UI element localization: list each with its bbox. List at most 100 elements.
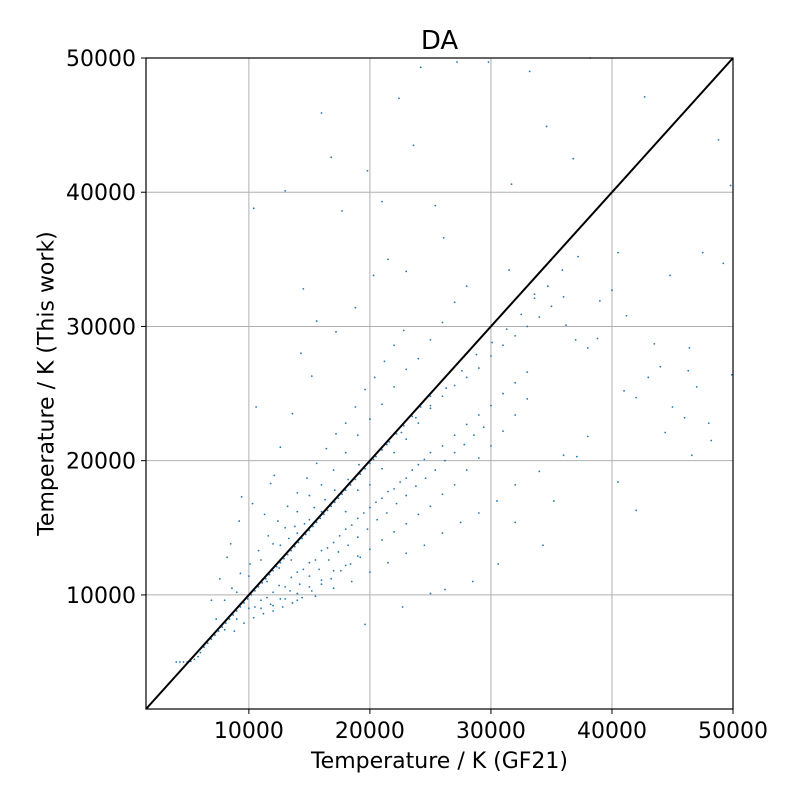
scatter-point xyxy=(387,561,389,564)
y-tick-label: 50000 xyxy=(66,47,136,72)
scatter-point xyxy=(308,529,311,532)
scatter-point xyxy=(475,353,478,356)
scatter-point xyxy=(272,591,274,594)
scatter-point xyxy=(344,422,347,424)
scatter-point xyxy=(441,395,444,398)
scatter-point xyxy=(369,418,371,420)
scatter-point xyxy=(228,618,231,620)
scatter-point xyxy=(441,321,444,324)
scatter-point xyxy=(393,487,396,490)
scatter-point xyxy=(254,606,256,608)
scatter-point xyxy=(647,376,650,379)
scatter-point xyxy=(235,591,238,594)
scatter-point xyxy=(203,646,205,649)
scatter-point xyxy=(290,559,293,561)
y-tick-label: 10000 xyxy=(66,584,136,609)
scatter-point xyxy=(338,534,341,537)
scatter-point xyxy=(359,473,362,476)
scatter-point xyxy=(538,316,541,318)
scatter-point xyxy=(419,406,422,408)
scatter-point xyxy=(463,443,466,446)
scatter-point xyxy=(286,505,289,508)
scatter-point xyxy=(572,157,575,160)
scatter-point xyxy=(275,565,278,568)
scatter-point xyxy=(586,435,589,438)
scatter-point xyxy=(175,661,178,663)
scatter-point xyxy=(289,589,291,592)
scatter-point xyxy=(349,563,352,565)
scatter-point xyxy=(333,489,336,492)
scatter-point xyxy=(199,651,202,654)
scatter-point xyxy=(301,537,304,540)
scatter-point xyxy=(393,451,396,454)
scatter-point xyxy=(269,482,272,485)
scatter-point xyxy=(356,489,359,492)
scatter-point xyxy=(182,661,185,663)
scatter-point xyxy=(310,589,313,592)
scatter-point xyxy=(442,236,445,239)
scatter-point xyxy=(284,526,287,529)
scatter-point xyxy=(362,512,365,514)
scatter-point xyxy=(533,293,536,296)
scatter-point xyxy=(441,532,444,535)
scatter-point xyxy=(332,541,335,544)
scatter-point xyxy=(359,556,362,559)
scatter-point xyxy=(263,513,266,516)
scatter-point xyxy=(344,451,347,454)
scatter-point xyxy=(302,287,305,290)
scatter-point xyxy=(635,509,638,512)
scatter-point xyxy=(293,525,296,528)
scatter-point xyxy=(393,344,396,347)
y-axis-label: Temperature / K (This work) xyxy=(35,231,60,537)
scatter-point xyxy=(354,478,357,481)
scatter-point xyxy=(405,438,408,441)
scatter-point xyxy=(250,594,253,596)
scatter-point xyxy=(424,477,427,480)
scatter-point xyxy=(453,434,456,437)
scatter-point xyxy=(273,474,276,477)
scatter-point xyxy=(286,553,289,556)
scatter-point xyxy=(252,207,255,210)
scatter-point xyxy=(453,483,456,486)
scatter-point xyxy=(332,569,335,572)
scatter-point xyxy=(197,655,199,658)
scatter-point xyxy=(710,439,713,442)
scatter-point xyxy=(308,585,311,588)
scatter-point xyxy=(251,502,254,505)
scatter-point xyxy=(214,634,216,637)
scatter-point xyxy=(441,445,444,447)
scatter-point xyxy=(429,505,432,508)
scatter-point xyxy=(434,469,437,471)
scatter-point xyxy=(369,571,371,573)
scatter-point xyxy=(471,580,474,583)
scatter-point xyxy=(497,563,500,565)
scatter-point xyxy=(477,414,480,416)
scatter-point xyxy=(429,451,432,454)
scatter-point xyxy=(284,598,287,600)
scatter-point xyxy=(387,258,389,261)
scatter-point xyxy=(611,289,613,292)
scatter-point xyxy=(272,610,274,612)
scatter-point xyxy=(701,251,704,254)
scatter-point xyxy=(669,274,671,277)
scatter-point xyxy=(283,557,285,560)
scatter-point xyxy=(550,305,553,308)
scatter-point xyxy=(429,407,432,410)
x-tick-label: 20000 xyxy=(335,719,405,744)
scatter-point xyxy=(356,536,359,539)
scatter-point xyxy=(364,388,366,391)
scatter-point xyxy=(320,510,323,513)
scatter-point xyxy=(575,455,578,458)
scatter-point xyxy=(303,522,306,525)
scatter-point xyxy=(411,415,414,418)
scatter-point xyxy=(233,630,236,633)
scatter-point xyxy=(218,577,221,580)
scatter-point xyxy=(279,446,282,449)
scatter-point xyxy=(538,470,541,473)
scatter-point xyxy=(310,375,313,378)
scatter-point xyxy=(562,454,565,457)
scatter-point xyxy=(385,443,388,446)
scatter-point xyxy=(598,300,601,302)
scatter-point xyxy=(327,559,330,561)
